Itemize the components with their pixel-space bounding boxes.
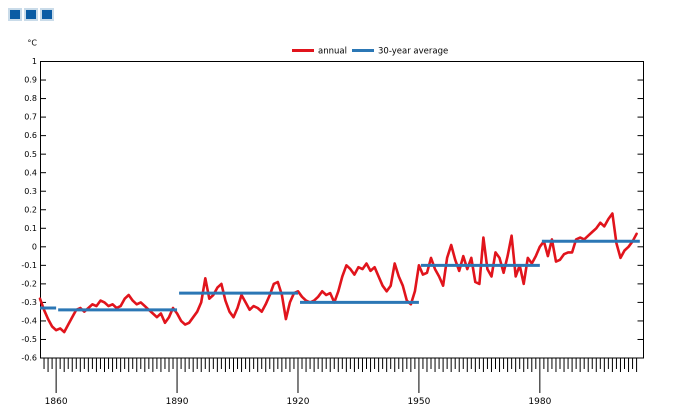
y-axis-label: 0.1 (24, 224, 37, 233)
x-axis-year-label: 1920 (287, 397, 310, 407)
legend-annual-label: annual (318, 47, 347, 57)
y-axis-label: 0.5 (24, 150, 37, 159)
y-axis-label: 0.3 (24, 187, 37, 196)
x-axis-year-label: 1950 (407, 397, 430, 407)
y-axis-label: -0.3 (21, 298, 37, 307)
y-axis-unit-label: °C (27, 39, 37, 48)
y-axis-label: -0.5 (21, 335, 37, 344)
legend-average-label: 30-year average (378, 47, 448, 57)
y-axis-label: -0.6 (21, 354, 37, 363)
annual-series-line (38, 212, 638, 334)
option-button-3[interactable] (40, 8, 54, 21)
baseline-button-group (8, 8, 54, 21)
x-axis-year-label: 1980 (528, 397, 551, 407)
option-button-2[interactable] (24, 8, 38, 21)
option-button-1[interactable] (8, 8, 22, 21)
y-axis-label: 0.8 (24, 94, 37, 103)
x-axis-year-label: 1860 (45, 397, 68, 407)
y-axis-label: 0.2 (24, 205, 37, 214)
y-axis-label: 0 (32, 242, 37, 251)
y-axis-label: 0.7 (24, 113, 37, 122)
y-axis-label: 0.6 (24, 131, 37, 140)
y-axis-label: 0.4 (24, 168, 37, 177)
y-axis-label: -0.2 (21, 279, 37, 288)
y-axis-label: 0.9 (24, 76, 37, 85)
y-axis-label: -0.4 (21, 317, 37, 326)
y-axis-label: 1 (32, 57, 37, 66)
plot-frame (40, 61, 644, 359)
y-axis-label: -0.1 (21, 261, 37, 270)
x-axis-year-label: 1890 (166, 397, 189, 407)
